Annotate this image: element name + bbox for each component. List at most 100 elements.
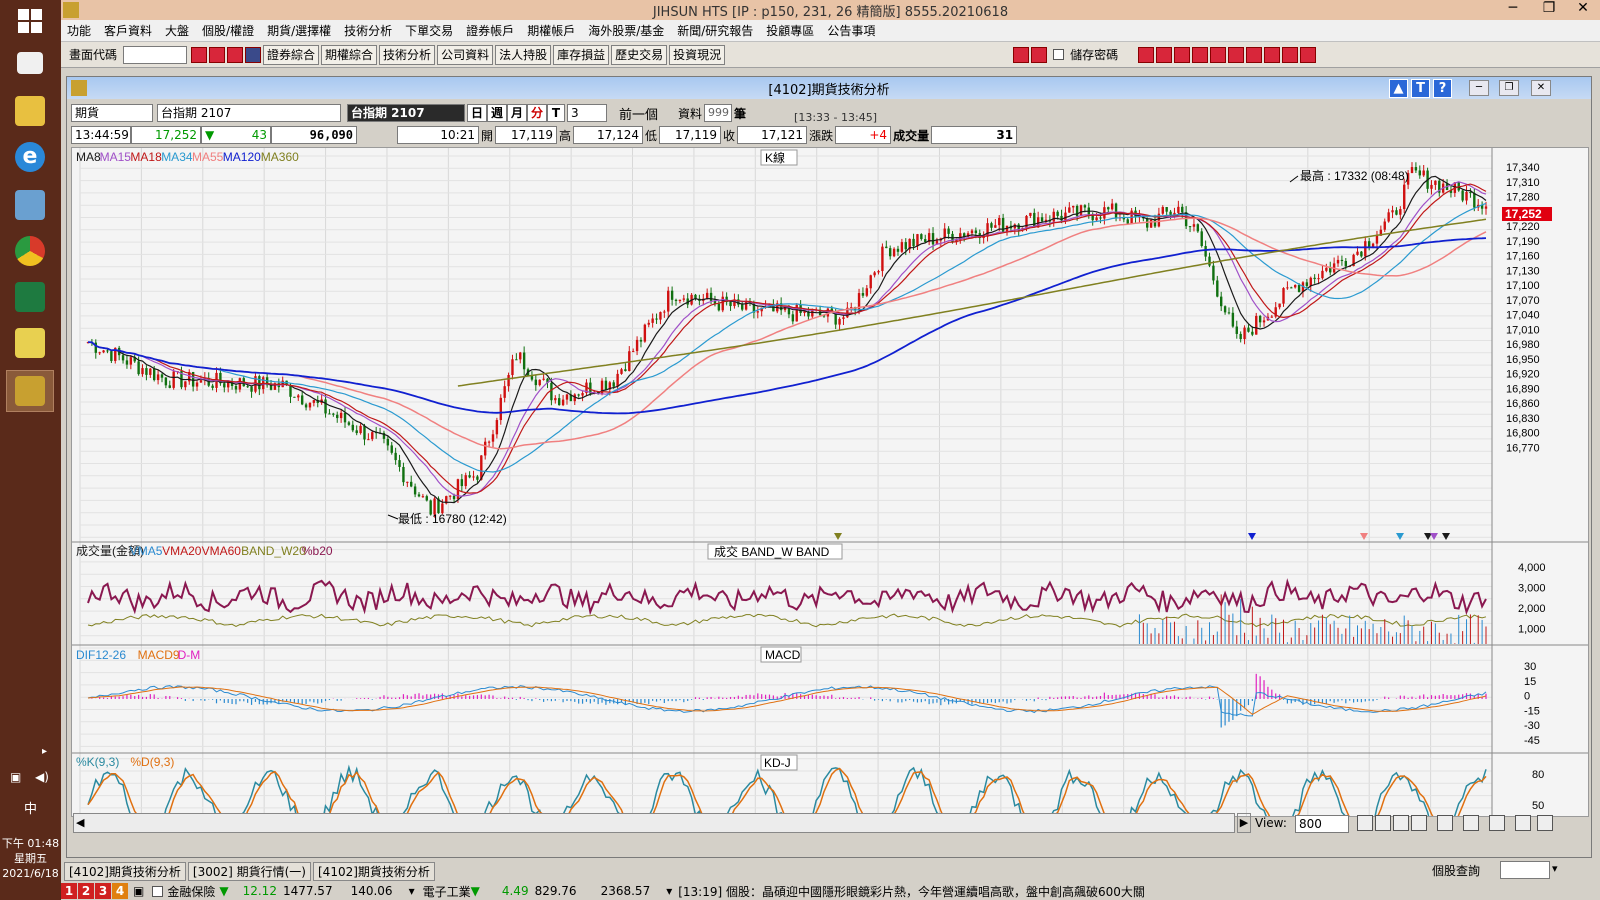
text-icon[interactable] xyxy=(1228,46,1245,63)
arrow-icon[interactable] xyxy=(1282,46,1299,63)
menu-item-0[interactable]: 功能 xyxy=(67,24,92,38)
layout-icon[interactable] xyxy=(1489,815,1505,831)
save-password-checkbox[interactable] xyxy=(1053,49,1065,60)
product-select[interactable]: 台指期 2107 xyxy=(157,104,341,122)
chart-area[interactable]: MA8 MA15 MA18 MA34 MA55 MA120 MA360 K線 最高 : 1733… xyxy=(71,147,1589,817)
period-week-button[interactable]: 週 xyxy=(487,104,507,122)
help-icon[interactable]: ? xyxy=(1433,79,1452,98)
volume-icon[interactable]: ◀) xyxy=(35,770,49,784)
type-select[interactable]: 期貨 xyxy=(71,104,153,122)
pin-icon[interactable] xyxy=(1357,815,1373,831)
menu-item-5[interactable]: 技術分析 xyxy=(344,24,393,38)
menu-item-6[interactable]: 下單交易 xyxy=(405,24,454,38)
menu-item-2[interactable]: 大盤 xyxy=(165,24,190,38)
network-icon[interactable]: ▣ xyxy=(10,770,22,784)
close-button[interactable]: ✕ xyxy=(1577,0,1589,16)
quick-button-0[interactable]: 證券綜合 xyxy=(263,44,320,65)
folder-icon[interactable] xyxy=(209,46,226,63)
interval-select[interactable]: 3 xyxy=(567,104,607,122)
reset-icon[interactable] xyxy=(1411,815,1427,831)
list-icon[interactable] xyxy=(1156,46,1173,63)
tray-expand-icon[interactable]: ▸ xyxy=(42,746,48,757)
red-cross-icon[interactable] xyxy=(1013,46,1030,63)
prev-button[interactable]: 前一個 xyxy=(619,107,659,123)
edit-icon[interactable] xyxy=(1138,46,1155,63)
menu-item-3[interactable]: 個股/權證 xyxy=(202,24,255,38)
ie-button[interactable]: e xyxy=(6,136,54,178)
scroll-right-icon[interactable]: ▶ xyxy=(1237,813,1251,833)
scroll-left-icon[interactable]: ◀ xyxy=(76,816,85,829)
menu-item-9[interactable]: 海外股票/基金 xyxy=(588,24,665,38)
ticker-checkbox[interactable] xyxy=(152,885,164,897)
minimize-button[interactable]: ─ xyxy=(1508,0,1518,16)
stock-search-input[interactable] xyxy=(1500,861,1550,879)
chart-scrollbar[interactable]: ◀ xyxy=(73,813,1235,833)
quick-button-4[interactable]: 法人持股 xyxy=(495,44,552,65)
ticker-dropdown-icon[interactable]: ▾ xyxy=(408,884,415,898)
window-icon[interactable] xyxy=(1174,46,1191,63)
notes-button[interactable] xyxy=(6,322,54,364)
grid-icon[interactable] xyxy=(1246,46,1263,63)
menu-item-1[interactable]: 客戶資料 xyxy=(104,24,153,38)
menu-item-7[interactable]: 證券帳戶 xyxy=(466,24,515,38)
zoom-icon[interactable] xyxy=(1393,815,1409,831)
tool-icon[interactable] xyxy=(1210,46,1227,63)
up-icon[interactable]: ▲ xyxy=(1389,79,1408,98)
tile-icon[interactable] xyxy=(1192,46,1209,63)
spreadsheet-button[interactable] xyxy=(6,276,54,318)
quick-slot-4[interactable]: 4 xyxy=(112,883,128,899)
period-day-button[interactable]: 日 xyxy=(467,104,487,122)
stock-search-dropdown-icon[interactable]: ▾ xyxy=(1552,862,1558,875)
indicator-icon[interactable] xyxy=(1437,815,1453,831)
window-tab-2[interactable]: [4102]期貨技術分析 xyxy=(313,861,435,881)
quick-slot-2[interactable]: 2 xyxy=(78,883,94,899)
period-tick-button[interactable]: T xyxy=(547,104,565,122)
news-ticker[interactable]: [13:19] 個股：晶碩迎中國隱形眼鏡彩片熱，今年營運續唱高歌，盤中創高飆破6… xyxy=(678,884,1145,899)
window-tab-1[interactable]: [3002] 期貨行情(一) xyxy=(187,861,311,881)
lock-icon[interactable]: ▣ xyxy=(133,884,145,898)
window-restore-button[interactable]: ❐ xyxy=(1499,80,1519,96)
start-button[interactable] xyxy=(6,0,54,42)
maximize-button[interactable]: ❐ xyxy=(1542,0,1556,16)
pin-icon[interactable] xyxy=(1375,815,1391,831)
jihsun-button[interactable] xyxy=(6,370,54,412)
quick-button-1[interactable]: 期權綜合 xyxy=(321,44,378,65)
quick-slot-3[interactable]: 3 xyxy=(95,883,111,899)
menu-item-8[interactable]: 期權帳戶 xyxy=(527,24,576,38)
quick-button-5[interactable]: 庫存損益 xyxy=(553,44,610,65)
chart-icon[interactable] xyxy=(1264,46,1281,63)
text-size-icon[interactable]: T xyxy=(1411,79,1430,98)
quick-button-7[interactable]: 投資現況 xyxy=(669,44,726,65)
copy-icon[interactable] xyxy=(1463,815,1479,831)
taskbar-clock[interactable]: 下午 01:48 星期五 2021/6/18 xyxy=(0,836,61,900)
quick-button-6[interactable]: 歷史交易 xyxy=(611,44,668,65)
menu-item-4[interactable]: 期貨/選擇權 xyxy=(267,24,332,38)
menu-item-10[interactable]: 新聞/研究報告 xyxy=(677,24,754,38)
data-count-input[interactable]: 999 xyxy=(704,104,733,122)
dropdown-icon[interactable] xyxy=(245,46,262,63)
quick-button-2[interactable]: 技術分析 xyxy=(379,44,436,65)
window-minimize-button[interactable]: ─ xyxy=(1469,80,1489,96)
settings-icon[interactable] xyxy=(1300,46,1317,63)
menu-item-12[interactable]: 公告事項 xyxy=(827,24,876,38)
chrome-button[interactable] xyxy=(6,230,54,272)
search-icon[interactable] xyxy=(191,46,208,63)
file-explorer-button[interactable] xyxy=(6,90,54,132)
period-month-button[interactable]: 月 xyxy=(507,104,527,122)
screen-code-input[interactable] xyxy=(123,45,188,64)
red-cross-icon[interactable] xyxy=(1031,46,1048,63)
paint-button[interactable] xyxy=(6,184,54,226)
pencil-icon[interactable] xyxy=(1515,815,1531,831)
quick-slot-1[interactable]: 1 xyxy=(61,883,77,899)
gear-icon[interactable] xyxy=(1537,815,1553,831)
window-close-button[interactable]: ✕ xyxy=(1531,80,1551,96)
menu-item-11[interactable]: 投顧專區 xyxy=(766,24,815,38)
ime-indicator[interactable]: 中 xyxy=(23,802,37,817)
task-view-button[interactable] xyxy=(6,42,54,84)
news-dropdown-icon[interactable]: ▾ xyxy=(666,884,673,898)
period-minute-button[interactable]: 分 xyxy=(527,104,547,122)
tool-icon[interactable] xyxy=(227,46,244,63)
view-input[interactable]: 800 xyxy=(1295,815,1349,833)
quick-button-3[interactable]: 公司資料 xyxy=(437,44,494,65)
